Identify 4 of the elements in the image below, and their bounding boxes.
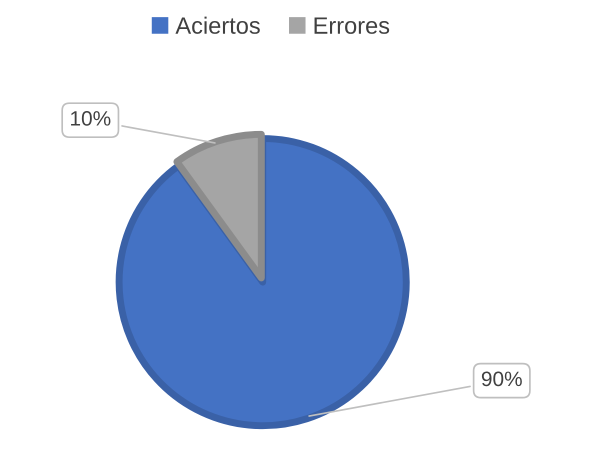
data-label: 90%	[482, 371, 522, 386]
legend-label: Errores	[314, 17, 390, 34]
data-label: 10%	[71, 111, 110, 126]
legend-label: Aciertos	[175, 16, 260, 34]
